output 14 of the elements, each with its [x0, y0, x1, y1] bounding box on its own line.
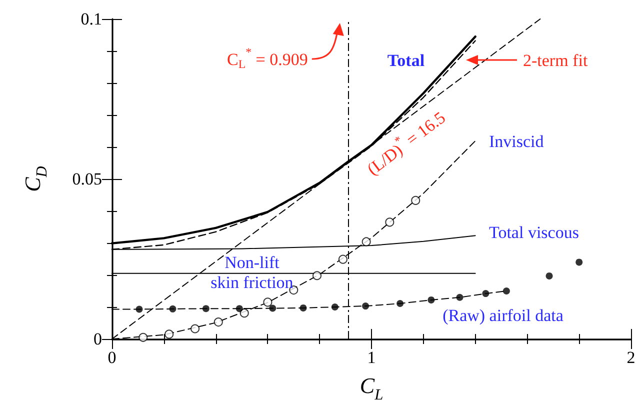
series-label: Total viscous [489, 222, 579, 242]
ref-line-label: C$_{L}$$^{*}$ = 0.909 [226, 45, 308, 72]
x-tick-label: 1 [367, 348, 376, 367]
x-tick-label: 2 [626, 348, 636, 367]
x-tick-label: 0 [108, 348, 116, 367]
y-tick-label: 0.1 [80, 10, 102, 28]
series-label: (Raw) airfoil data [442, 306, 564, 324]
series-label: Non-lift skin friction [210, 252, 294, 292]
series-label: Inviscid [489, 132, 544, 150]
series-label: Total [387, 50, 425, 70]
x-axis-title: C$_{L}$ [360, 373, 384, 404]
y-tick-label: 0 [94, 330, 102, 348]
y-tick-label: 0.05 [72, 170, 102, 188]
text: 2-term fit [523, 50, 588, 70]
